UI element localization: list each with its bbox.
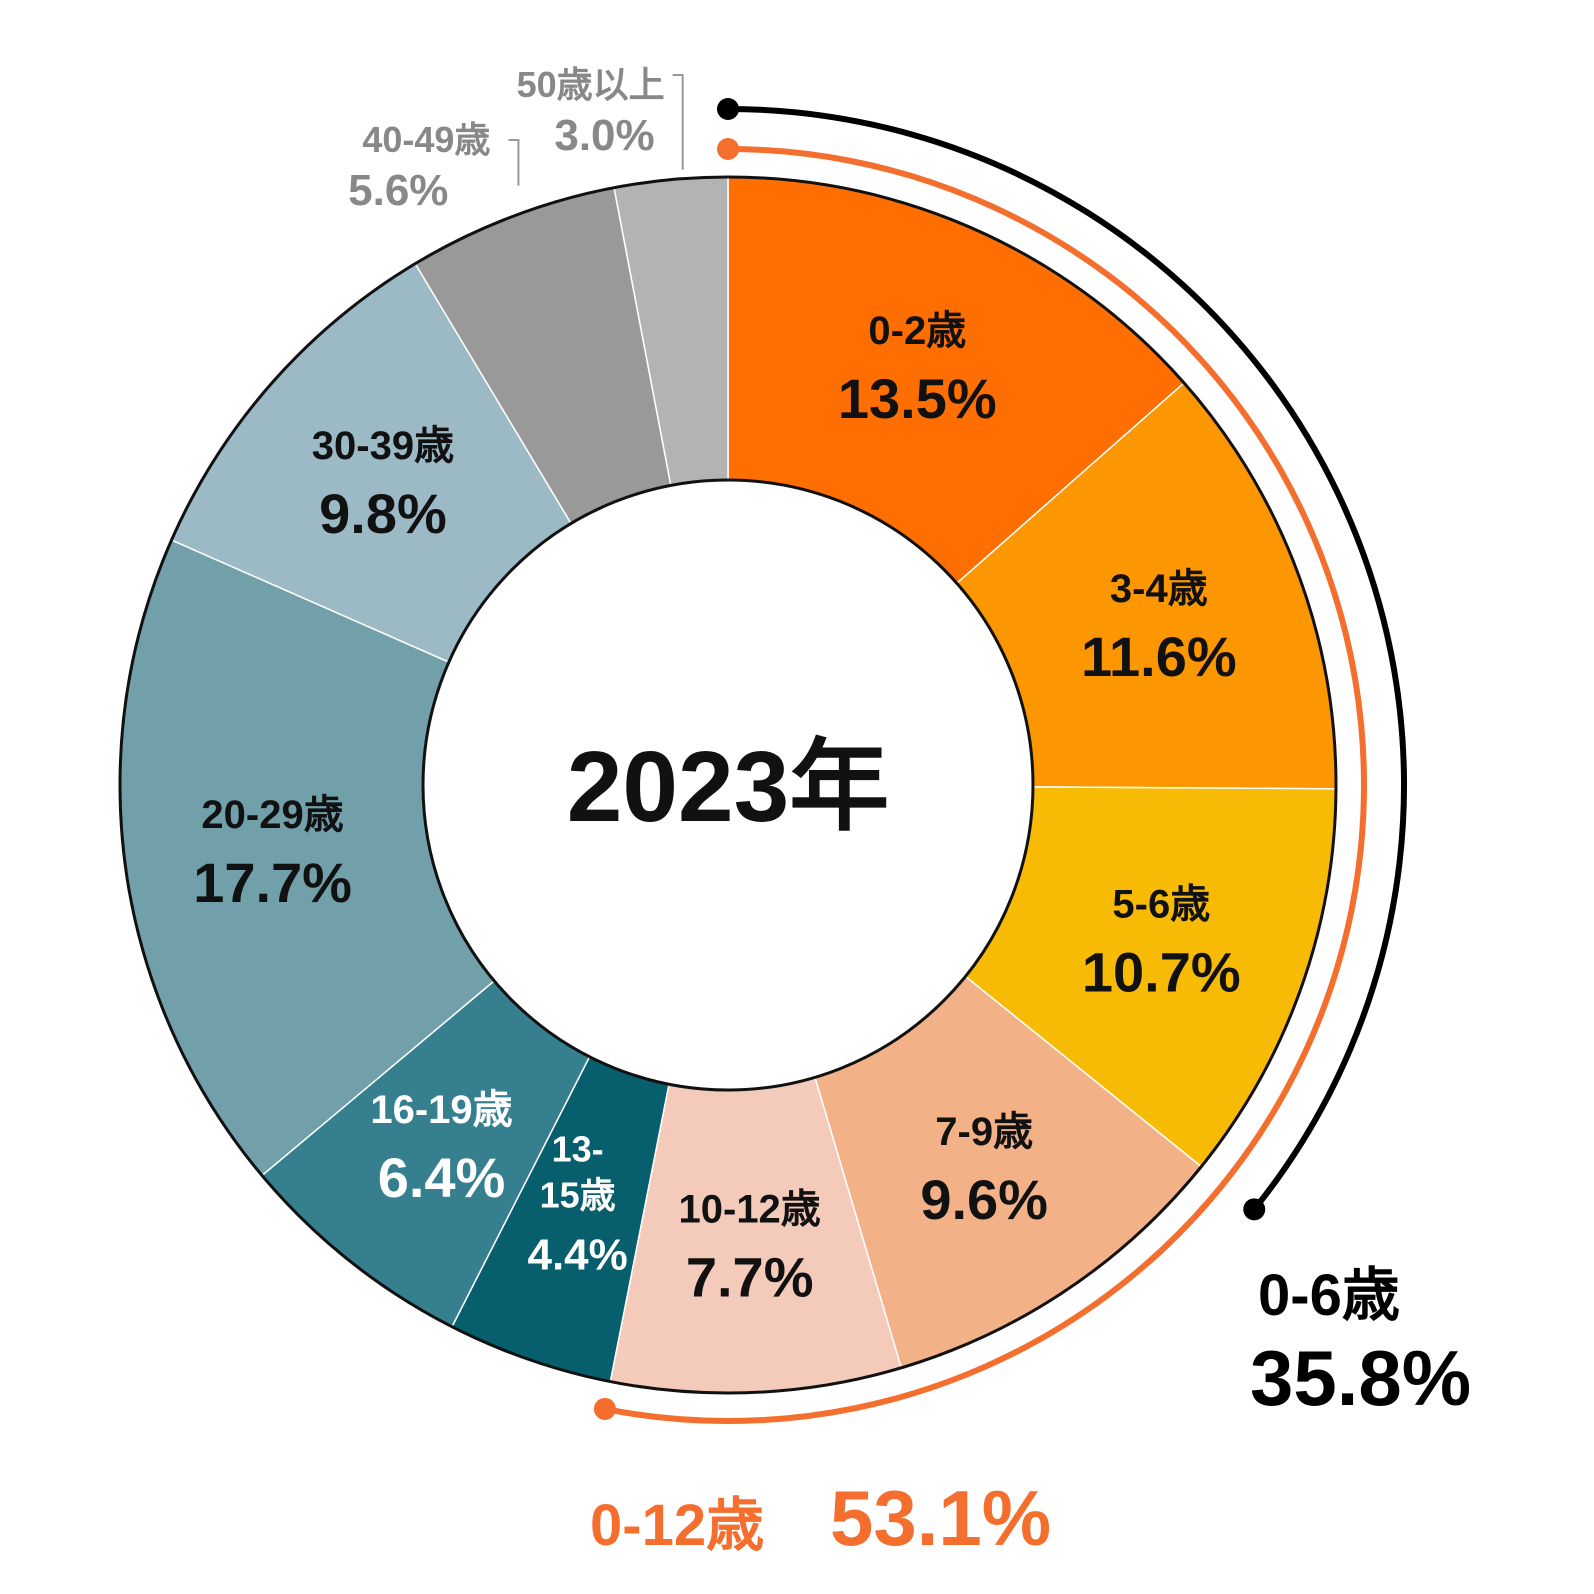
slice-value: 4.4% [527,1231,627,1280]
bracket-end-dot [593,1397,616,1420]
slice-label: 3-4歳 [1110,567,1208,611]
slice-label: 15歳 [540,1175,616,1216]
slice-value: 6.4% [378,1146,506,1209]
slice-label: 13- [552,1129,604,1170]
slice-label: 50歳以上 [517,64,665,105]
slice-label: 40-49歳 [362,119,490,160]
bracket-label: 0-6歳 [1258,1263,1400,1328]
slice-label: 5-6歳 [1112,882,1210,926]
donut-outer-outline [118,175,1338,1395]
bracket-start-dot [717,98,739,120]
slice-label: 16-19歳 [370,1088,512,1132]
slice-value: 17.7% [193,851,352,914]
slice-value: 5.6% [348,166,448,215]
slice-value: 13.5% [838,367,997,430]
slice-label: 7-9歳 [935,1110,1033,1154]
bracket-start-dot [717,138,739,160]
leader-line [508,139,520,186]
slice-label: 10-12歳 [679,1187,821,1231]
slice-value: 9.6% [920,1168,1048,1231]
slice-label: 20-29歳 [201,793,343,837]
bracket-arc [727,106,1407,1212]
slice-value: 3.0% [554,111,654,160]
slice-value: 10.7% [1082,940,1241,1003]
slice-value: 11.6% [1081,625,1237,688]
slice-value: 9.8% [319,482,447,545]
slice-label: 30-39歳 [312,424,454,468]
bracket-value: 53.1% [830,1474,1051,1562]
bracket-value: 35.8% [1250,1334,1471,1422]
slice-value: 7.7% [686,1245,814,1308]
bracket-label: 0-12歳 [590,1493,764,1558]
bracket-end-dot [1243,1198,1266,1221]
leader-line [672,74,684,170]
bracket-arc [604,146,1367,1424]
slice-label: 0-2歳 [868,309,966,353]
donut-inner-circle [421,478,1035,1092]
center-label: 2023年 [567,731,889,843]
